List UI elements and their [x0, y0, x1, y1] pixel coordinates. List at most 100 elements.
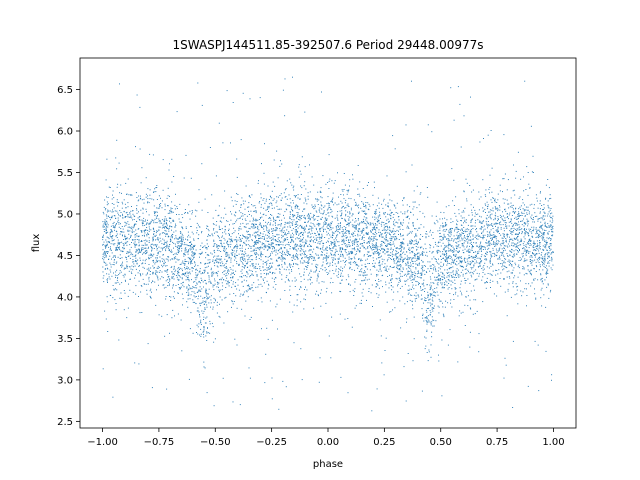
data-point: [270, 240, 272, 241]
data-point: [194, 277, 196, 279]
data-point: [478, 191, 480, 193]
data-point: [494, 242, 496, 244]
data-point: [539, 231, 541, 233]
data-point: [548, 237, 550, 239]
data-point: [127, 226, 129, 228]
data-point: [369, 263, 370, 264]
data-point: [551, 258, 553, 260]
data-point: [403, 274, 405, 276]
data-point: [498, 250, 500, 252]
data-point: [148, 224, 150, 226]
data-point: [353, 256, 355, 258]
data-point: [224, 190, 226, 192]
data-point: [167, 187, 169, 189]
data-point: [286, 209, 288, 211]
data-point: [295, 232, 297, 234]
data-point: [466, 264, 468, 266]
data-point: [336, 236, 338, 238]
data-point: [161, 271, 163, 273]
data-point: [174, 243, 176, 245]
data-point: [498, 241, 500, 242]
data-point: [492, 197, 494, 199]
data-point: [460, 280, 462, 282]
data-point: [406, 318, 408, 320]
data-point: [213, 341, 215, 343]
data-point: [469, 282, 471, 284]
data-point: [145, 239, 147, 241]
data-point: [295, 221, 297, 223]
data-point: [267, 221, 269, 223]
data-point: [266, 263, 268, 265]
data-point: [255, 210, 257, 212]
data-point: [427, 315, 429, 317]
data-point: [446, 261, 448, 263]
data-point: [549, 226, 551, 228]
data-point: [324, 220, 326, 222]
data-point: [202, 302, 204, 304]
data-point: [450, 267, 452, 269]
data-point: [403, 219, 404, 221]
data-point: [412, 246, 414, 248]
data-point: [474, 215, 476, 217]
data-point: [344, 202, 346, 204]
data-point: [486, 251, 488, 253]
data-point: [337, 226, 339, 228]
data-point: [330, 250, 332, 251]
data-point: [230, 196, 232, 198]
data-point: [444, 230, 446, 232]
data-point: [248, 286, 250, 288]
data-point: [539, 246, 541, 247]
data-point: [191, 248, 193, 250]
data-point: [275, 229, 277, 231]
data-point: [403, 251, 405, 253]
data-point: [199, 270, 201, 272]
data-point: [145, 244, 147, 246]
data-point: [522, 243, 524, 245]
data-point: [135, 233, 137, 235]
data-point: [431, 308, 433, 310]
data-point: [147, 232, 148, 234]
data-point: [421, 259, 423, 261]
data-point: [344, 257, 346, 259]
data-point: [262, 233, 264, 235]
data-point: [493, 231, 495, 233]
data-point: [134, 236, 136, 238]
data-point: [509, 239, 510, 241]
data-point: [255, 219, 257, 221]
data-point: [307, 235, 309, 237]
data-point: [515, 233, 517, 235]
data-point: [385, 232, 386, 234]
data-point: [138, 296, 139, 297]
data-point: [157, 277, 159, 279]
data-point: [109, 269, 111, 271]
data-point: [535, 261, 537, 263]
data-point: [341, 231, 343, 233]
data-point: [335, 250, 337, 252]
data-point: [296, 256, 298, 258]
data-point: [387, 258, 389, 260]
data-point: [284, 115, 286, 117]
data-point: [225, 254, 227, 256]
data-point: [148, 280, 150, 282]
data-point: [250, 247, 252, 249]
data-point: [194, 245, 195, 247]
data-point: [501, 262, 503, 264]
data-point: [317, 257, 319, 259]
data-point: [118, 162, 120, 164]
data-point: [170, 249, 172, 251]
data-point: [338, 273, 339, 275]
data-point: [463, 211, 465, 213]
data-point: [173, 265, 175, 267]
data-point: [457, 257, 459, 259]
data-point: [328, 188, 330, 189]
data-point: [158, 284, 159, 286]
data-point: [526, 221, 528, 223]
data-point: [342, 230, 344, 232]
data-point: [105, 253, 107, 255]
data-point: [164, 246, 165, 248]
data-point: [182, 217, 184, 219]
data-point: [361, 260, 363, 261]
data-point: [225, 255, 227, 257]
data-point: [438, 360, 440, 362]
data-point: [357, 223, 359, 225]
